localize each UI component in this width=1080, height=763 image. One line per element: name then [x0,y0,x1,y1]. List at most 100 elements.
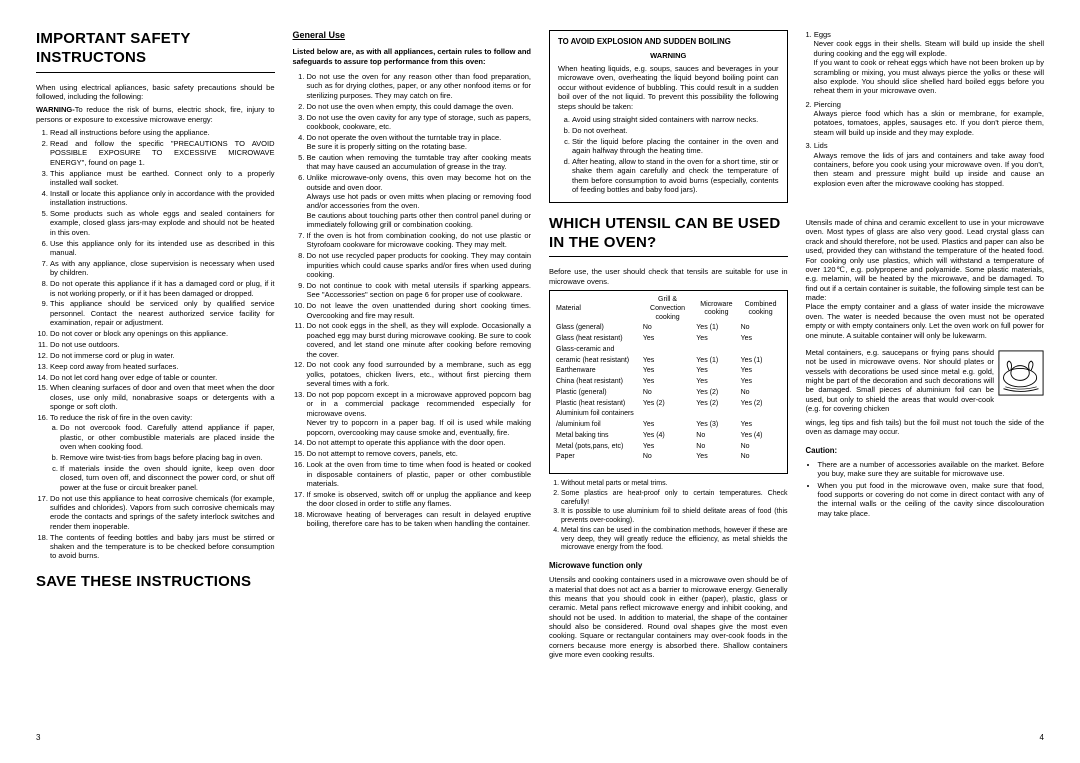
safety-title: IMPORTANT SAFETY INSTRUCTONS [36,30,275,68]
table-row: Aluminium foil containers [554,409,783,420]
general-use-item: Do not use the oven cavity for any type … [307,113,532,132]
general-use-item: If the oven is hot from combination cook… [307,231,532,250]
table-cell [739,409,783,420]
table-cell: Earthenware [554,366,641,377]
table-cell: Yes (2) [739,399,783,410]
safety-item: Do not operate this appliance if it has … [50,279,275,298]
general-use-item: Do not pop popcorn except in a microwave… [307,390,532,437]
table-cell: Yes [739,420,783,431]
table-row: /aluminium foilYesYes (3)Yes [554,420,783,431]
safety-item: Use this appliance only for its intended… [50,239,275,258]
table-cell [739,345,783,356]
table-cell: Paper [554,452,641,463]
table-cell: No [739,452,783,463]
table-cell: Yes (3) [694,420,738,431]
table-row: Metal baking tinsYes (4)NoYes (4) [554,431,783,442]
col-4-details: 1. Eggs Never cook eggs in their shells.… [806,30,1045,733]
table-cell: No [739,388,783,399]
table-row: PaperNoYesNo [554,452,783,463]
table-cell: Yes (4) [641,431,694,442]
safety-item: Install or locate this appliance only in… [50,189,275,208]
general-use-item: Be caution when removing the turntable t… [307,153,532,172]
table-header: Combined cooking [739,295,783,323]
safety-item: Do not immerse cord or plug in water. [50,351,275,360]
table-cell: No [739,442,783,453]
safety-item: Keep cord away from heated surfaces. [50,362,275,371]
safety-item: Read and follow the specific "PRECAUTION… [50,139,275,167]
table-cell: China (heat resistant) [554,377,641,388]
warning-box-head: WARNING [558,51,779,60]
safety-warning: WARNING-To reduce the risk of burns, ele… [36,105,275,124]
table-cell: Yes (1) [694,356,738,367]
table-cell: Glass-ceramic and [554,345,641,356]
general-use-item: Do not use the oven when empty, this cou… [307,102,532,111]
utensil-title: WHICH UTENSIL CAN BE USED IN THE OVEN? [549,215,788,253]
table-cell [694,345,738,356]
table-cell: Yes [694,377,738,388]
chicken-icon [998,350,1044,396]
general-use-item: Unlike microwave-only ovens, this oven m… [307,173,532,229]
table-cell: Aluminium foil containers [554,409,641,420]
table-cell: Yes [641,420,694,431]
lids-text: Always remove the lids of jars and conta… [806,151,1045,189]
eggs-head: 1. Eggs [806,30,1045,39]
table-row: ceramic (heat resistant)YesYes (1)Yes (1… [554,356,783,367]
general-use-item: Microwave heating of berverages can resu… [307,510,532,529]
table-row: Metal (pots,pans, etc)YesNoNo [554,442,783,453]
table-cell: ceramic (heat resistant) [554,356,641,367]
table-row: Plastic (heat resistant)Yes (2)Yes (2)Ye… [554,399,783,410]
caution-head: Caution: [806,446,1045,456]
table-note: Metal tins can be used in the combinatio… [561,527,788,553]
warning-box-item: Do not overheat. [572,126,779,135]
warning-box-intro: When heating liquids, e.g. soups, sauces… [558,64,779,111]
table-cell: No [739,323,783,334]
safety-item: The contents of feeding bottles and baby… [50,533,275,561]
safety-item: Some products such as whole eggs and sea… [50,209,275,237]
safety-item: Do not use this appliance to heat corros… [50,494,275,532]
col-2-general-use: General Use Listed below are, as with al… [293,30,532,733]
table-cell: No [694,431,738,442]
general-use-item: Do not cook any food surrounded by a mem… [307,360,532,388]
table-header: Microware cooking [694,295,738,323]
save-instructions: SAVE THESE INSTRUCTIONS [36,573,275,592]
safety-intro: When using electrical apliances, basic s… [36,83,275,102]
warning-box-item: Avoid using straight sided containers wi… [572,115,779,124]
piercing-text: Always pierce food which has a skin or m… [806,109,1045,137]
utensil-intro: Before use, the user should check that t… [549,267,788,286]
warning-box-title: TO AVOID EXPLOSION AND SUDDEN BOILING [558,37,779,47]
table-cell: Yes (2) [694,399,738,410]
table-cell: Yes [641,442,694,453]
general-use-heading: General Use [293,30,532,41]
table-cell: Plastic (general) [554,388,641,399]
table-cell: Glass (general) [554,323,641,334]
general-use-item: Do not operate the oven without the turn… [307,133,532,152]
table-row: Glass-ceramic and [554,345,783,356]
caution-item: There are a number of accessories availa… [818,460,1045,479]
table-cell: Yes [641,366,694,377]
table-cell: Yes [641,334,694,345]
table-cell: Yes [739,334,783,345]
safety-item: This appliance should be serviced only b… [50,299,275,327]
mw-only-text: Utensils and cooking containers used in … [549,575,788,659]
table-cell: Yes [739,366,783,377]
title-rule [36,72,275,73]
general-use-intro: Listed below are, as with all appliances… [293,47,532,66]
table-row: Glass (heat resistant)YesYesYes [554,334,783,345]
col-1-safety: IMPORTANT SAFETY INSTRUCTONS When using … [36,30,275,733]
caution-list: There are a number of accessories availa… [806,460,1045,518]
table-cell [641,345,694,356]
warning-box-item: Stir the liquid before placing the conta… [572,137,779,156]
table-cell: Yes [641,377,694,388]
col-3-warning-utensils: TO AVOID EXPLOSION AND SUDDEN BOILING WA… [549,30,788,733]
eggs-text: Never cook eggs in their shells. Steam w… [806,39,1045,95]
safety-item: Do not cover or block any openings on th… [50,329,275,338]
warning-box-item: After heating, allow to stand in the ove… [572,157,779,195]
table-cell: Plastic (heat resistant) [554,399,641,410]
metal-para2: wings, leg tips and fish tails) but the … [806,418,1045,437]
general-use-item: Do not attempt to remove covers, panels,… [307,449,532,458]
warning-box-list: Avoid using straight sided containers wi… [558,115,779,195]
safety-subitem: Remove wire twist-ties from bags before … [60,453,275,462]
table-cell: Yes (1) [694,323,738,334]
table-cell: No [641,388,694,399]
table-cell: Yes (2) [641,399,694,410]
